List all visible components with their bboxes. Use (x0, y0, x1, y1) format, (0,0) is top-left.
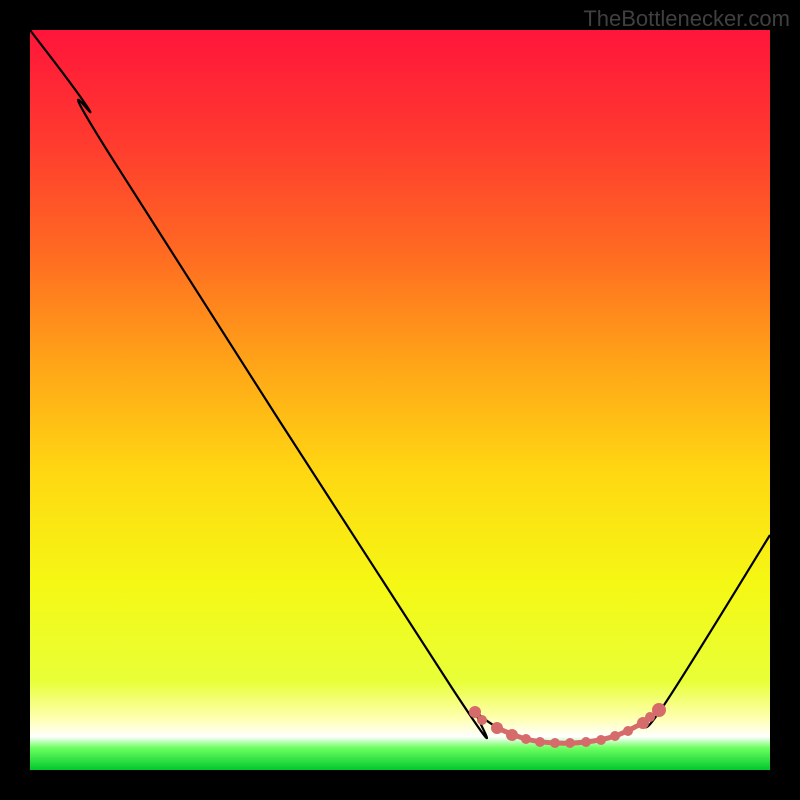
bead-marker (610, 731, 620, 741)
bead-marker (491, 722, 503, 734)
bead-marker (596, 735, 606, 745)
bead-marker (477, 715, 487, 725)
bead-marker (535, 737, 545, 747)
plot-area (0, 0, 800, 800)
bead-marker (565, 738, 575, 748)
bead-marker (623, 726, 633, 736)
bead-marker (652, 703, 666, 717)
bead-marker (581, 737, 591, 747)
bead-marker (521, 734, 531, 744)
bead-marker (550, 738, 560, 748)
chart-svg (0, 0, 800, 800)
bead-marker (506, 729, 518, 741)
watermark-text: TheBottlenecker.com (583, 6, 790, 32)
gradient-background (30, 30, 770, 770)
